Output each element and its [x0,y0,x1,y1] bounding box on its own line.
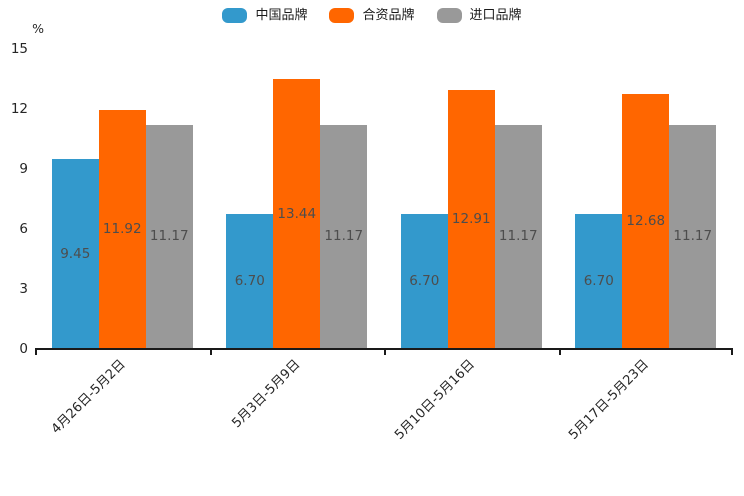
bar-value-label: 13.44 [277,205,317,222]
bar-series-1-cat-1: 13.44 [273,79,321,348]
bar-value-label: 11.92 [102,220,142,237]
legend-label: 进口品牌 [469,8,522,23]
bar-series-1-cat-2: 12.91 [447,89,495,348]
bar-series-0-cat-2: 6.70 [400,214,448,348]
bar-value-label: 6.70 [409,273,440,289]
y-tick-label: 0 [19,341,28,357]
bar-series-0-cat-0: 9.45 [51,159,99,348]
bar-value-label: 11.17 [324,228,364,245]
y-tick-label: 12 [10,101,28,117]
bar-value-label: 11.17 [673,228,713,245]
plot-area: 9.45 11.92 11.17 6.70 13.44 11.17 6.70 12.91 11.… [35,48,733,355]
bar-value-label: 12.68 [626,213,666,230]
bar-value-label: 12.91 [451,210,491,227]
legend-marker-icon [329,8,355,23]
y-tick-label: 6 [19,221,28,237]
x-axis-tick [209,348,212,355]
bar-value-label: 6.70 [234,273,265,289]
y-tick-label: 9 [19,161,28,177]
legend-item-series-0: 中国品牌 [222,8,307,23]
x-category-label: 5月17日-5月23日 [566,357,653,443]
legend: 中国品牌 合资品牌 进口品牌 [0,8,744,23]
bar-series-0-cat-3: 6.70 [575,214,623,348]
legend-item-series-1: 合资品牌 [329,8,415,23]
legend-label: 中国品牌 [255,8,308,23]
bar-series-2-cat-2: 11.17 [494,124,542,348]
bar-series-0-cat-1: 6.70 [226,214,274,348]
bar-value-label: 9.45 [60,245,91,262]
y-tick-label: 3 [19,281,28,297]
legend-marker-icon [436,8,462,23]
x-axis-tick [731,348,733,355]
legend-item-series-2: 进口品牌 [436,8,522,23]
bar-series-2-cat-0: 11.17 [145,124,193,348]
bar-series-2-cat-1: 11.17 [320,124,368,348]
legend-label: 合资品牌 [362,8,415,23]
y-tick-label: 15 [10,41,28,57]
bar-value-label: 11.17 [498,228,538,245]
bar-series-1-cat-0: 11.92 [98,109,146,348]
x-category-label: 5月3日-5月9日 [229,357,304,432]
x-category-label: 5月10日-5月16日 [392,357,478,443]
x-axis-tick [558,348,561,355]
bar-value-label: 6.70 [583,273,614,289]
y-axis-unit-label: % [32,21,44,36]
x-axis-tick [384,348,386,355]
bar-series-2-cat-3: 11.17 [669,124,717,348]
bar-series-1-cat-3: 12.68 [622,94,670,348]
bar-value-label: 11.17 [149,228,189,245]
legend-marker-icon [222,8,248,23]
x-axis-tick [35,348,37,355]
x-category-label: 4月26日-5月2日 [48,357,129,437]
